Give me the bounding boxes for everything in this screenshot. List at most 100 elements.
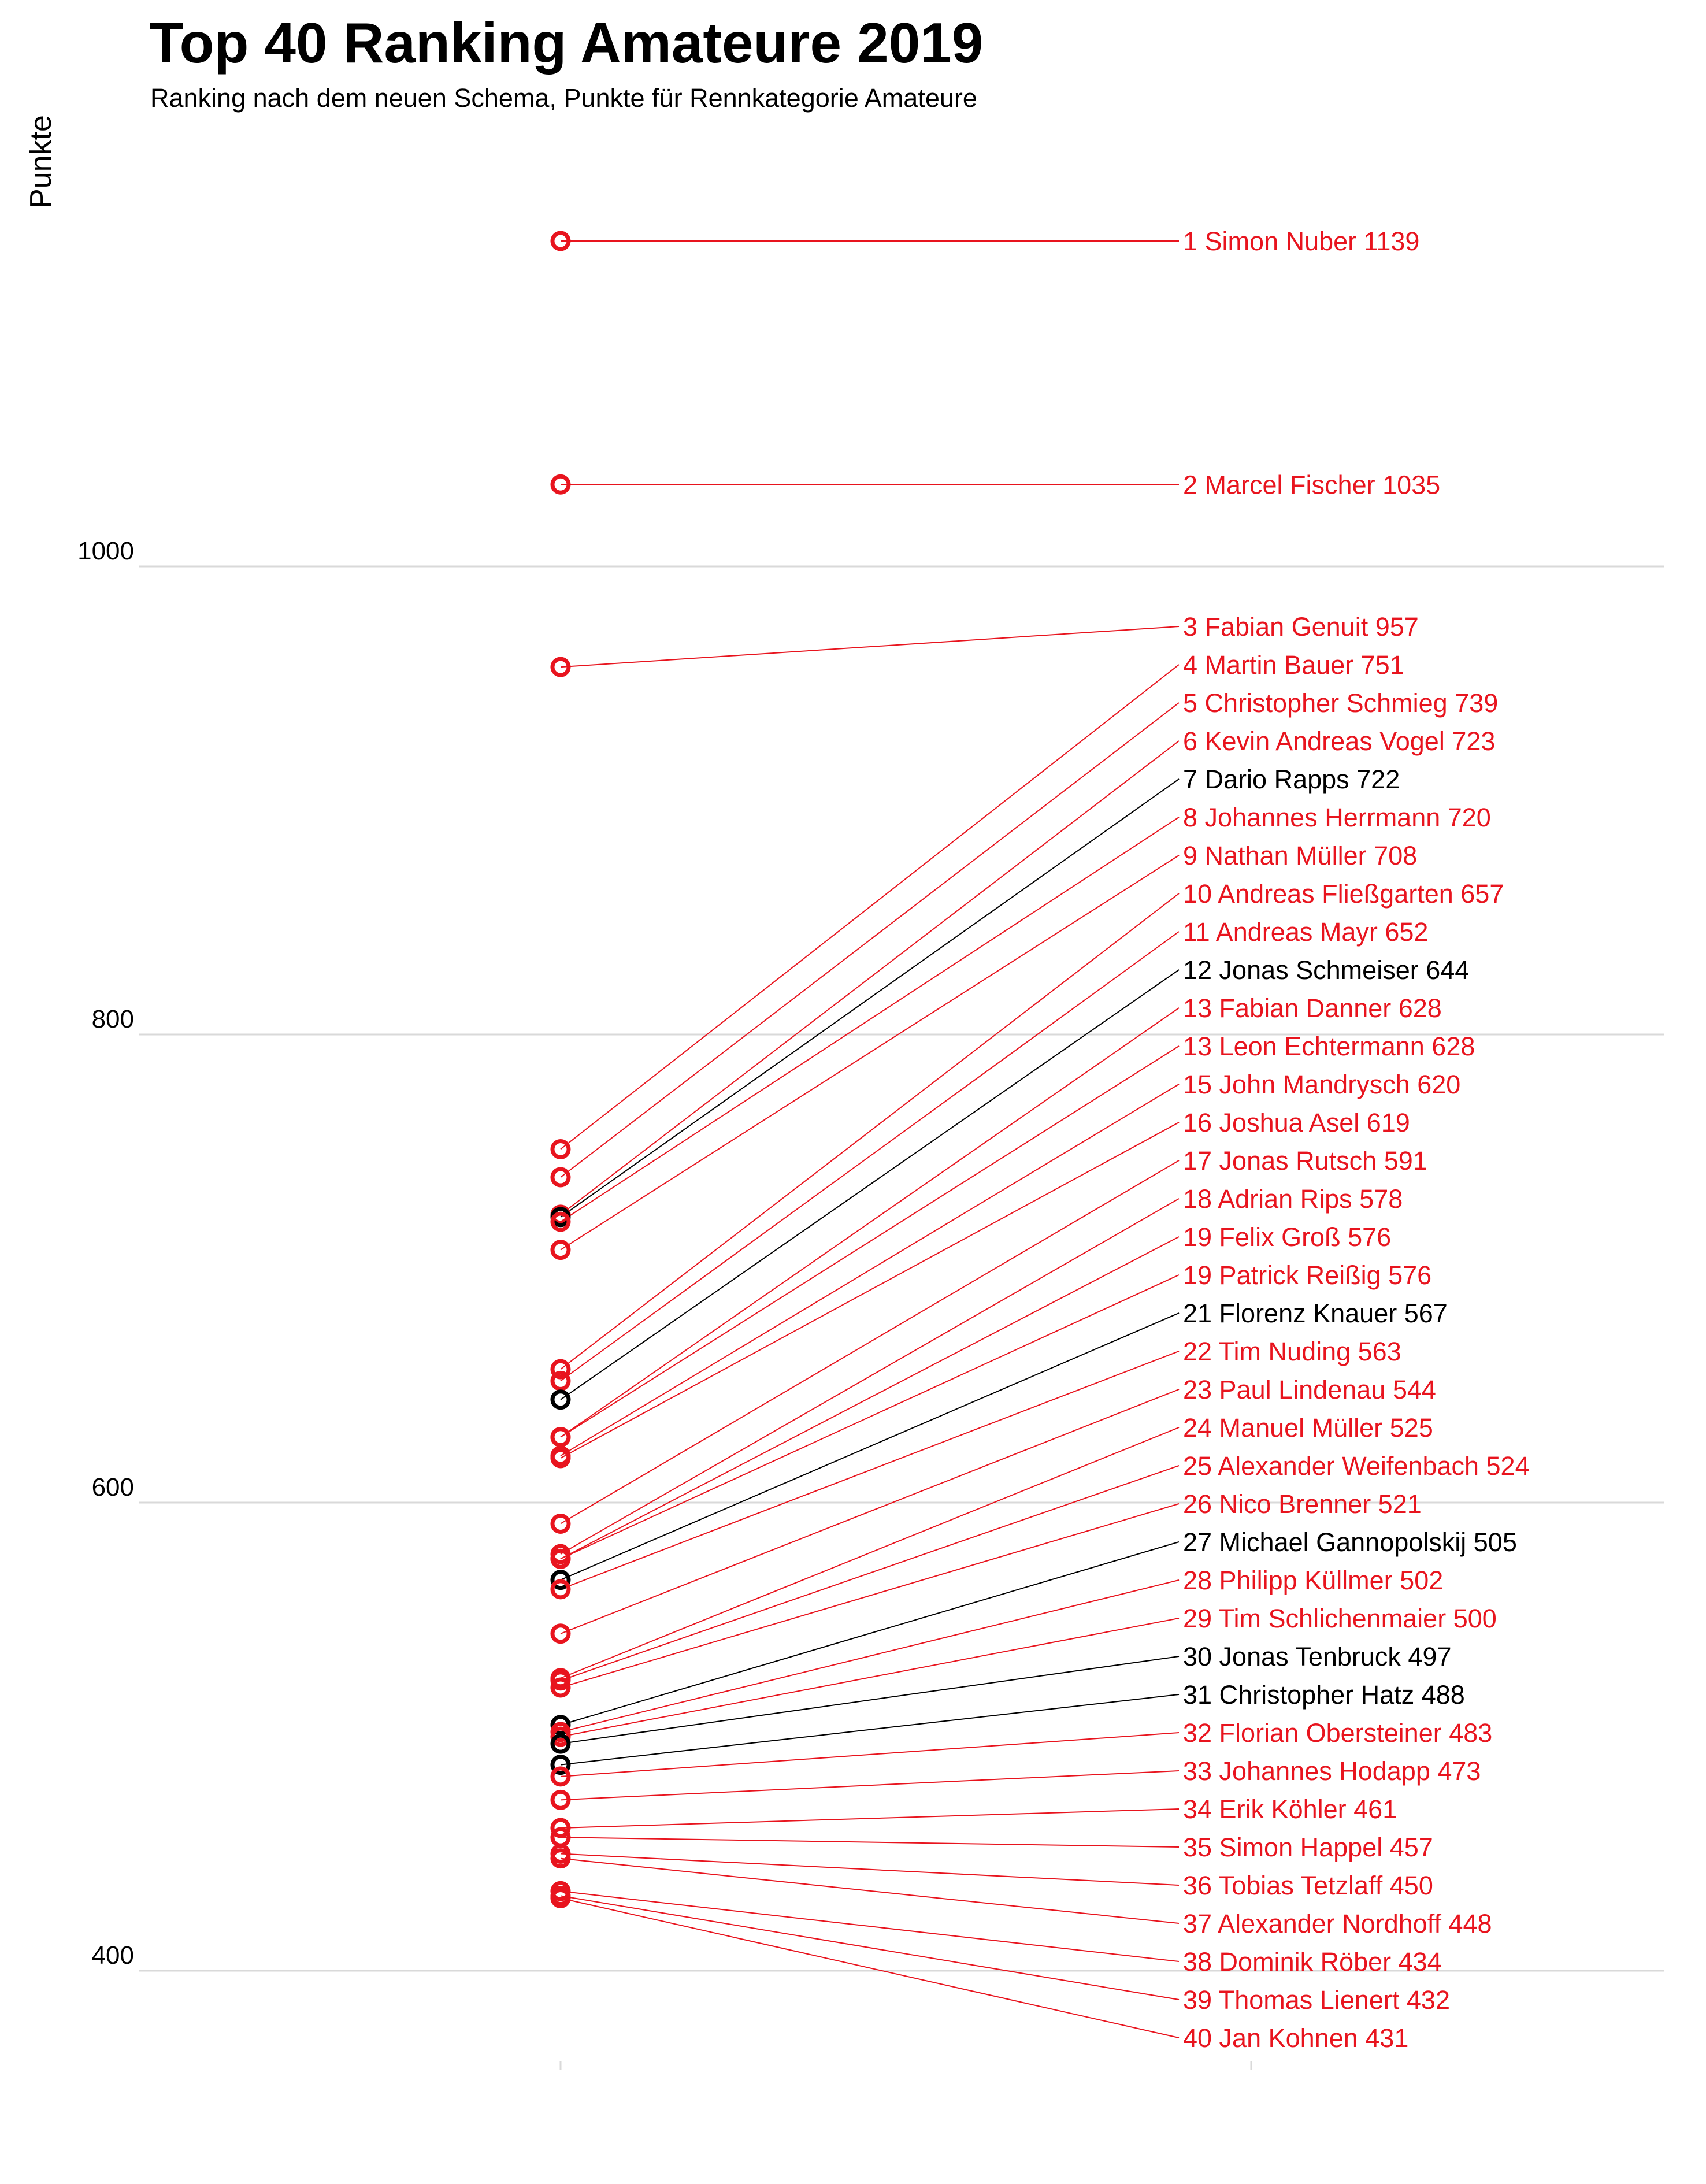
- data-point-33: [550, 1789, 571, 1810]
- data-label-12: 12 Jonas Schmeiser 644: [1183, 955, 1469, 985]
- data-label-30: 30 Jonas Tenbruck 497: [1183, 1642, 1452, 1671]
- slope-line-33: [560, 1770, 1180, 1801]
- data-point-9: [550, 1240, 571, 1260]
- slope-line-4: [560, 664, 1180, 1150]
- data-point-16: [550, 1448, 571, 1469]
- slope-line-6: [560, 740, 1180, 1215]
- data-label-6: 6 Kevin Andreas Vogel 723: [1183, 726, 1495, 756]
- slope-line-11: [560, 931, 1180, 1382]
- slope-line-27: [560, 1541, 1180, 1726]
- data-point-29: [550, 1726, 571, 1747]
- slope-line-18: [560, 1198, 1180, 1555]
- data-point-21: [550, 1570, 571, 1590]
- data-label-9: 9 Nathan Müller 708: [1183, 841, 1417, 870]
- data-point-20: [550, 1548, 571, 1569]
- slope-lines: [560, 240, 1180, 2038]
- slope-line-5: [560, 702, 1180, 1178]
- data-label-21: 21 Florenz Knauer 567: [1183, 1299, 1448, 1328]
- slope-line-25: [560, 1465, 1180, 1681]
- slope-line-37: [560, 1857, 1180, 1924]
- data-label-5: 5 Christopher Schmieg 739: [1183, 688, 1498, 718]
- data-point-25: [550, 1670, 571, 1691]
- slope-line-30: [560, 1656, 1180, 1745]
- slope-line-34: [560, 1808, 1180, 1829]
- data-label-20: 19 Patrick Reißig 576: [1183, 1260, 1431, 1290]
- slope-line-28: [560, 1579, 1180, 1733]
- y-tick-label-1000: 1000: [77, 537, 134, 565]
- chart-subtitle: Ranking nach dem neuen Schema, Punkte fü…: [150, 83, 977, 113]
- data-label-17: 17 Jonas Rutsch 591: [1183, 1146, 1427, 1176]
- data-point-34: [550, 1818, 571, 1838]
- slope-line-16: [560, 1122, 1180, 1459]
- slope-line-32: [560, 1732, 1180, 1777]
- data-point-12: [550, 1389, 571, 1410]
- slope-line-7: [560, 778, 1180, 1218]
- slope-line-24: [560, 1427, 1180, 1679]
- data-label-1: 1 Simon Nuber 1139: [1183, 227, 1419, 256]
- data-point-30: [550, 1733, 571, 1754]
- data-label-23: 23 Paul Lindenau 544: [1183, 1375, 1436, 1404]
- data-label-22: 22 Tim Nuding 563: [1183, 1337, 1401, 1366]
- slope-line-39: [560, 1895, 1180, 2000]
- y-tick-labels: 400 600 800 1000: [77, 537, 134, 1970]
- slope-line-26: [560, 1503, 1180, 1688]
- data-point-37: [550, 1848, 571, 1869]
- data-label-3: 3 Fabian Genuit 957: [1183, 612, 1419, 642]
- data-point-4: [550, 1139, 571, 1159]
- data-point-32: [550, 1766, 571, 1787]
- data-label-19: 19 Felix Groß 576: [1183, 1222, 1391, 1252]
- data-point-2: [550, 474, 571, 495]
- data-label-37: 37 Alexander Nordhoff 448: [1183, 1909, 1492, 1938]
- slope-line-36: [560, 1853, 1180, 1886]
- data-point-14: [550, 1427, 571, 1448]
- x-ticks: [559, 2061, 1252, 2070]
- slope-line-15: [560, 1084, 1180, 1456]
- slope-line-12: [560, 969, 1180, 1400]
- data-points: [550, 231, 571, 1908]
- slope-line-31: [560, 1694, 1180, 1766]
- data-point-8: [550, 1211, 571, 1232]
- data-label-4: 4 Martin Bauer 751: [1183, 650, 1404, 680]
- slope-line-17: [560, 1160, 1180, 1525]
- slope-line-14: [560, 1045, 1180, 1438]
- slope-line-20: [560, 1274, 1180, 1560]
- data-point-27: [550, 1715, 571, 1736]
- data-label-29: 29 Tim Schlichenmaier 500: [1183, 1604, 1497, 1633]
- slope-line-10: [560, 893, 1180, 1370]
- slope-line-40: [560, 1897, 1180, 2038]
- data-label-31: 31 Christopher Hatz 488: [1183, 1680, 1465, 1710]
- slope-line-38: [560, 1890, 1180, 1962]
- data-labels: 1 Simon Nuber 1139 2 Marcel Fischer 1035 3…: [1183, 227, 1530, 2053]
- data-point-11: [550, 1370, 571, 1391]
- data-label-26: 26 Nico Brenner 521: [1183, 1489, 1422, 1519]
- slope-line-35: [560, 1837, 1180, 1848]
- slope-line-22: [560, 1351, 1180, 1590]
- y-tick-label-600: 600: [92, 1473, 134, 1501]
- y-axis-label: Punkte: [24, 115, 58, 209]
- grid-lines: [139, 565, 1664, 1972]
- y-tick-label-800: 800: [92, 1005, 134, 1033]
- data-point-23: [550, 1623, 571, 1644]
- data-label-40: 40 Jan Kohnen 431: [1183, 2023, 1408, 2053]
- data-label-35: 35 Simon Happel 457: [1183, 1833, 1433, 1862]
- slope-line-21: [560, 1312, 1180, 1581]
- chart-title: Top 40 Ranking Amateure 2019: [149, 11, 983, 75]
- slope-line-9: [560, 855, 1180, 1251]
- slope-line-23: [560, 1389, 1180, 1634]
- slope-line-3: [560, 626, 1180, 668]
- slope-line-8: [560, 817, 1180, 1222]
- data-point-1: [550, 231, 571, 251]
- data-label-2: 2 Marcel Fischer 1035: [1183, 470, 1440, 499]
- data-label-11: 11 Andreas Mayr 652: [1183, 917, 1428, 947]
- data-label-33: 33 Johannes Hodapp 473: [1183, 1756, 1481, 1786]
- slope-line-19: [560, 1236, 1180, 1560]
- data-point-22: [550, 1579, 571, 1600]
- data-label-28: 28 Philipp Küllmer 502: [1183, 1566, 1443, 1595]
- y-tick-label-400: 400: [92, 1941, 134, 1970]
- data-label-25: 25 Alexander Weifenbach 524: [1183, 1451, 1530, 1481]
- data-point-31: [550, 1755, 571, 1775]
- data-label-34: 34 Erik Köhler 461: [1183, 1794, 1397, 1824]
- data-label-38: 38 Dominik Röber 434: [1183, 1947, 1442, 1977]
- slope-line-13: [560, 1007, 1180, 1438]
